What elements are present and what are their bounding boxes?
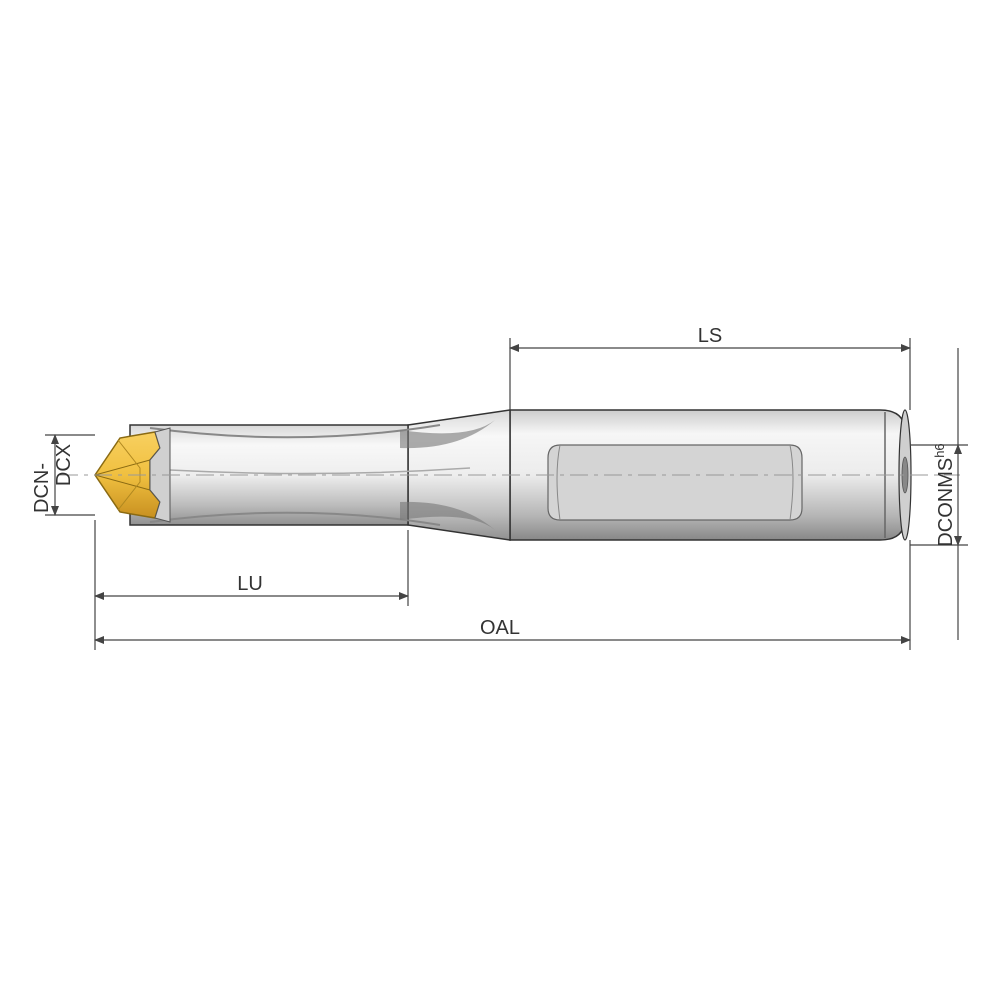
dcn-label: DCN- [31, 463, 53, 513]
dconms-label: DCONMS [935, 458, 957, 547]
svg-text:DCN-: DCN- [31, 463, 53, 513]
dconms-sup: h6 [932, 443, 947, 457]
svg-text:DCX: DCX [53, 444, 75, 486]
tool-body [60, 410, 960, 540]
svg-text:DCONMSh6: DCONMSh6 [932, 443, 957, 546]
oal-label: OAL [480, 617, 520, 639]
ls-label: LS [698, 325, 722, 347]
lu-label: LU [237, 573, 263, 595]
dcx-label: DCX [53, 444, 75, 486]
tool-diagram: DCN- DCX LU OAL LS DCONMSh6 [0, 0, 1000, 1000]
